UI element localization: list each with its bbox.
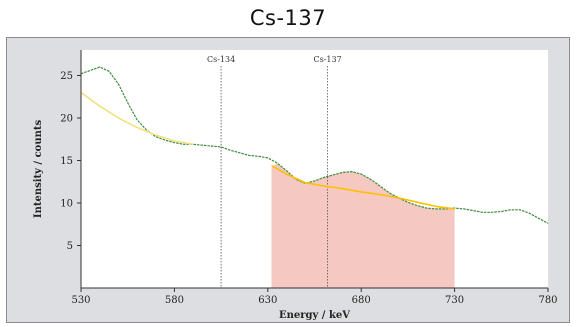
marker-label-1: Cs-137 xyxy=(313,55,341,64)
x-tick-label-2: 630 xyxy=(258,295,277,306)
y-axis-label: Intensity / counts xyxy=(33,120,44,219)
x-tick-label-5: 780 xyxy=(538,295,557,306)
x-axis-label: Energy / keV xyxy=(279,310,350,321)
chart-title: Cs-137 xyxy=(0,6,576,30)
x-tick-label-1: 580 xyxy=(165,295,184,306)
y-tick-label-2: 15 xyxy=(60,156,73,167)
y-tick-label-0: 5 xyxy=(67,241,73,252)
x-tick-label-0: 530 xyxy=(71,295,90,306)
x-tick-label-3: 680 xyxy=(352,295,371,306)
chart-panel: Cs-134 Cs-137 530 580 630 680 730 780 5 10 15 20 25 E… xyxy=(6,37,570,323)
x-tick-label-4: 730 xyxy=(445,295,464,306)
y-tick-label-1: 10 xyxy=(60,199,73,210)
y-tick-label-4: 25 xyxy=(60,71,73,82)
y-tick-label-3: 20 xyxy=(60,114,73,125)
chart-svg: Cs-134 Cs-137 530 580 630 680 730 780 5 10 15 20 25 E… xyxy=(7,38,569,322)
marker-label-0: Cs-134 xyxy=(207,55,235,64)
